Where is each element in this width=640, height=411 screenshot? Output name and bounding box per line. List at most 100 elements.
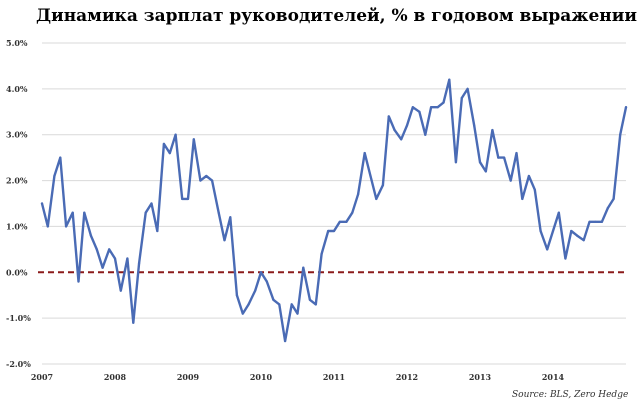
data-point (108, 248, 111, 251)
data-point (229, 216, 232, 219)
y-tick-label: -2.0% (6, 359, 31, 369)
data-point (223, 239, 226, 242)
data-point (418, 110, 421, 113)
data-point (521, 197, 524, 201)
data-point (515, 151, 518, 155)
data-point (59, 156, 62, 159)
y-tick-label: 2.0% (6, 176, 28, 186)
y-tick-label: -1.0% (6, 313, 31, 323)
data-point (320, 252, 323, 256)
data-point (327, 229, 330, 233)
data-point (460, 96, 463, 100)
x-tick-label: 2008 (104, 372, 127, 382)
data-point (265, 280, 268, 283)
data-point (478, 161, 482, 164)
data-point (429, 106, 433, 109)
data-point (491, 129, 494, 132)
data-point (186, 197, 190, 201)
x-tick-label: 2009 (177, 372, 200, 382)
x-tick-label: 2010 (250, 372, 273, 382)
data-point (119, 289, 122, 292)
y-tick-label: 5.0% (6, 38, 28, 48)
data-point (101, 266, 104, 269)
data-point (564, 257, 567, 260)
data-point (473, 124, 476, 127)
data-point (619, 133, 622, 136)
data-point (247, 303, 250, 306)
data-point (290, 303, 293, 306)
data-point (588, 220, 591, 223)
data-point (466, 87, 469, 90)
data-point (570, 229, 573, 233)
data-point (612, 197, 615, 201)
data-point (600, 220, 604, 223)
data-point (442, 101, 445, 104)
data-point (411, 106, 414, 109)
data-point (283, 339, 287, 343)
data-point (71, 211, 74, 214)
data-point (448, 78, 451, 81)
data-point (454, 161, 458, 164)
source-note: Source: BLS, Zero Hedge (512, 390, 629, 400)
x-tick-label: 2013 (469, 372, 492, 382)
data-point (137, 262, 141, 265)
data-point (332, 229, 336, 233)
data-point (192, 138, 195, 141)
y-tick-label: 4.0% (6, 84, 28, 94)
data-point (46, 225, 49, 228)
series-layer (40, 78, 628, 343)
data-point (557, 211, 560, 214)
data-point (533, 188, 536, 191)
data-point (405, 124, 409, 127)
data-point (393, 129, 396, 132)
data-point (254, 289, 257, 292)
data-point (259, 271, 263, 274)
chart-title: Динамика зарплат руководителей, % в годо… (36, 6, 637, 26)
data-point (381, 184, 385, 187)
y-tick-label: 0.0% (6, 267, 28, 277)
data-point (594, 220, 597, 223)
y-tick-label: 3.0% (6, 130, 28, 140)
data-point (302, 266, 305, 269)
x-tick-label: 2012 (396, 372, 418, 382)
gridlines (42, 42, 626, 365)
series-line (40, 78, 628, 343)
x-tick-label: 2007 (31, 372, 53, 382)
data-point (296, 312, 299, 315)
data-point (424, 133, 427, 136)
data-point (400, 138, 403, 141)
data-point (95, 248, 98, 251)
data-point (308, 298, 312, 301)
data-point (387, 115, 390, 118)
data-point (575, 234, 579, 237)
data-point (356, 193, 360, 196)
data-point (181, 197, 184, 201)
data-point (235, 294, 239, 297)
data-point (546, 248, 549, 251)
data-point (606, 206, 609, 210)
data-point (363, 151, 366, 155)
data-point (168, 151, 171, 155)
data-point (150, 202, 153, 205)
x-tick-label: 2014 (542, 372, 565, 382)
data-point (436, 106, 439, 109)
y-axis-ticks: 5.0% 4.0% 3.0% 2.0% 1.0% 0.0% -1.0% -2.0% (6, 38, 31, 369)
y-tick-label: 1.0% (6, 221, 28, 231)
data-point (83, 211, 86, 214)
data-point (624, 106, 628, 109)
data-point (338, 220, 341, 223)
data-point (551, 229, 555, 233)
data-point (241, 312, 244, 315)
data-point (502, 156, 506, 159)
data-point (64, 225, 68, 228)
data-point (199, 179, 202, 182)
data-point (126, 257, 129, 260)
data-point (89, 234, 93, 237)
data-point (132, 321, 135, 324)
data-point (351, 211, 354, 214)
x-tick-label: 2011 (323, 372, 345, 382)
data-point (484, 170, 487, 173)
data-point (77, 280, 80, 283)
data-point (375, 197, 378, 201)
